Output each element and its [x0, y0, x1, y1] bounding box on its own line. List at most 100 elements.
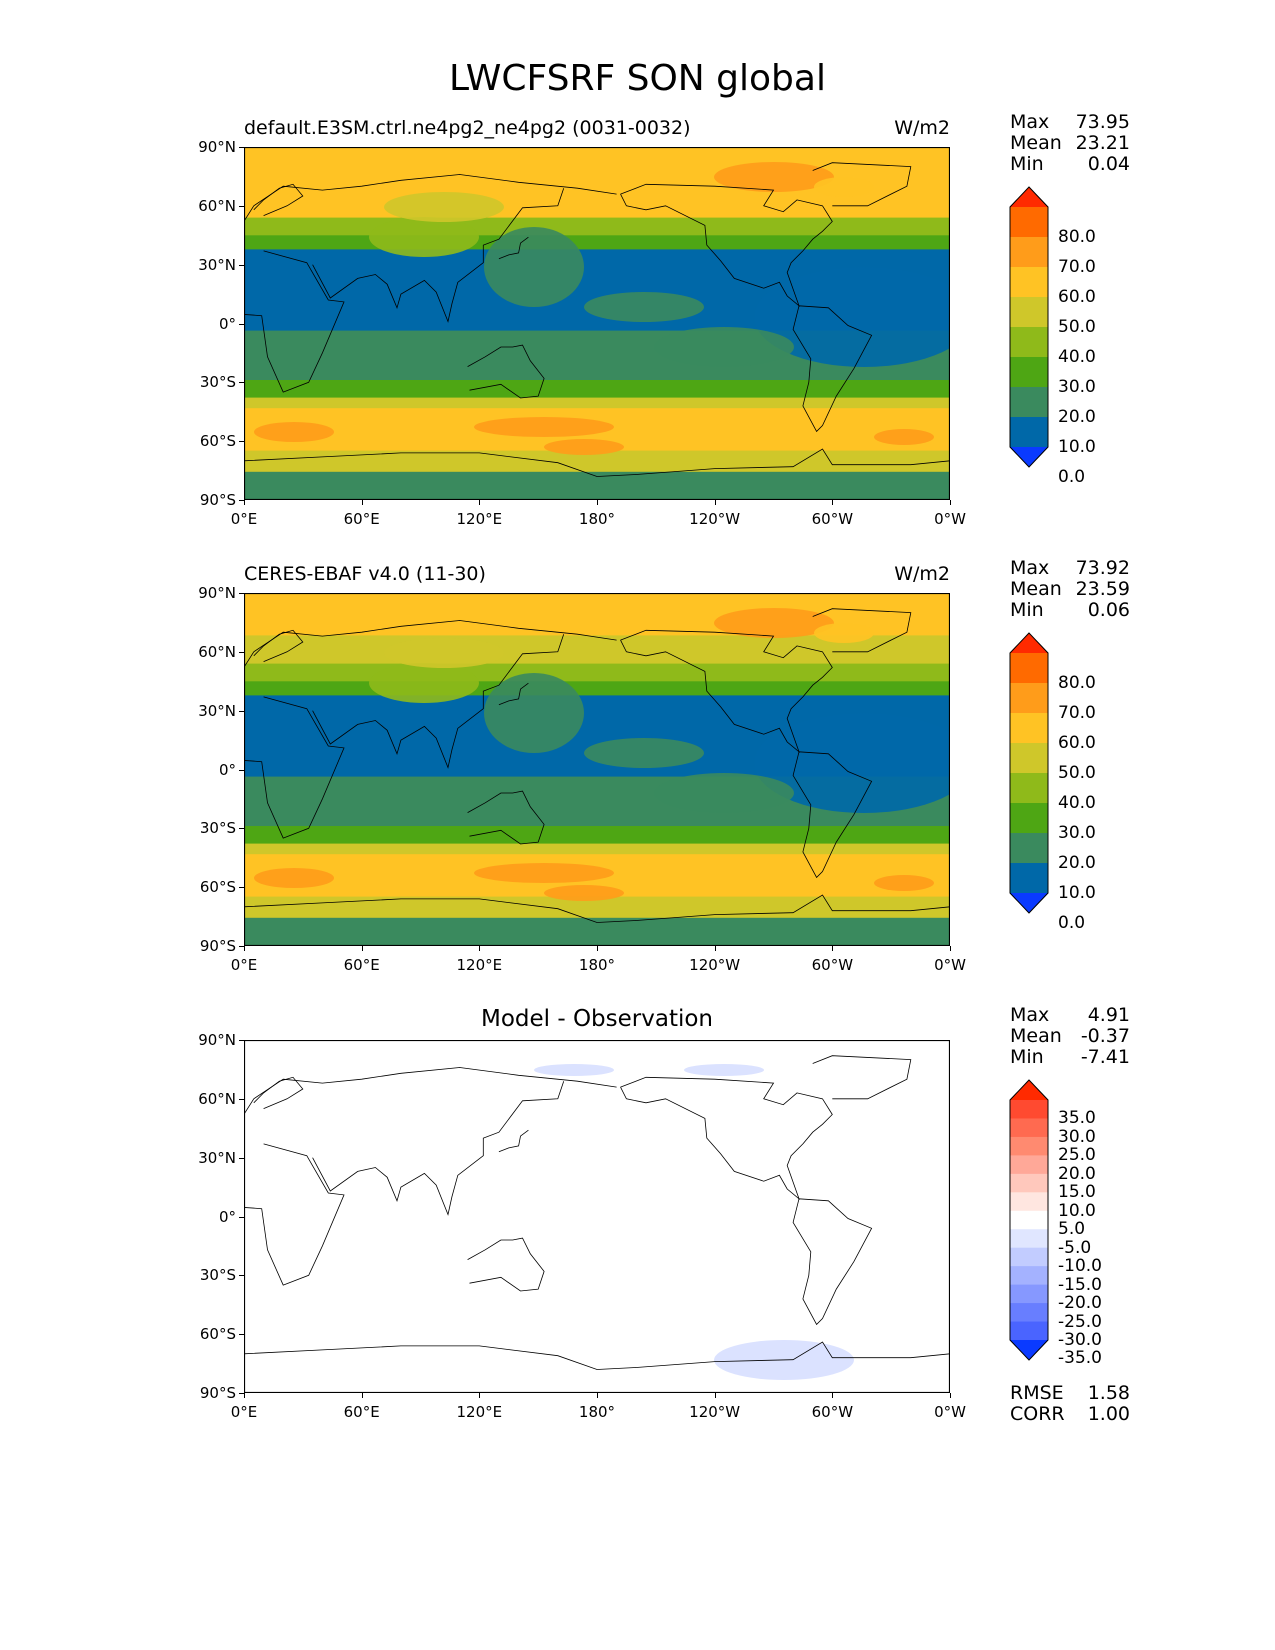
coastline: [244, 448, 950, 477]
lat-tick-mark: [239, 500, 244, 501]
lat-tick-mark: [239, 1157, 244, 1159]
colorbar-label: -15.0: [1058, 1274, 1102, 1295]
stat-value: 23.21: [1075, 132, 1130, 154]
coastline: [792, 751, 873, 879]
coastline: [253, 629, 304, 662]
colorbar-extend-top: [1010, 1080, 1048, 1100]
lat-tick-label: 30°S: [199, 819, 236, 838]
field-band: [244, 217, 950, 236]
lon-tick-mark: [832, 1393, 834, 1398]
lat-tick-mark: [239, 205, 244, 207]
lon-tick-label: 0°E: [230, 510, 258, 528]
lat-tick-label: 90°N: [198, 138, 236, 156]
lon-tick-label: 60°E: [343, 956, 380, 974]
field-region: [474, 863, 614, 883]
colorbar-label: 30.0: [1058, 823, 1096, 843]
lon-tick-mark: [832, 500, 834, 505]
colorbar-extend-bottom: [1010, 447, 1048, 467]
diff-region: [684, 1064, 764, 1076]
colorbar-outline: [1009, 186, 1049, 468]
map-frame: [244, 147, 950, 500]
diff-region: [534, 1064, 614, 1076]
lon-tick-label: 120°W: [689, 1403, 741, 1421]
field-band: [244, 397, 950, 409]
stat-label: Min: [1010, 1046, 1044, 1068]
coastline: [467, 344, 545, 399]
colorbar-label: 0.0: [1058, 913, 1086, 933]
field-region: [369, 217, 479, 257]
colorbar-label: 15.0: [1058, 1182, 1096, 1203]
coastline: [498, 236, 529, 260]
field-region: [754, 267, 950, 367]
colorbar-label: 10.0: [1058, 437, 1096, 457]
coastline: [498, 682, 529, 706]
stat-value: 1.00: [1087, 1403, 1130, 1425]
lat-tick-mark: [239, 323, 244, 325]
colorbar-label: 60.0: [1058, 287, 1096, 307]
lat-tick-mark: [239, 382, 244, 384]
lon-tick-mark: [832, 946, 834, 951]
field-region: [654, 773, 794, 813]
colorbar-swatch: [1010, 1118, 1048, 1138]
colorbar-swatch: [1010, 1303, 1048, 1322]
map-frame: [244, 1040, 950, 1393]
field-region: [814, 623, 874, 643]
field-region: [384, 638, 504, 668]
field-region: [484, 673, 584, 753]
panel-title-test: default.E3SM.ctrl.ne4pg2_ne4pg2 (0031-00…: [244, 117, 691, 139]
lat-tick-label: 30°N: [198, 701, 236, 720]
lat-tick-mark: [239, 1275, 244, 1277]
lon-tick-mark: [950, 1393, 951, 1398]
colorbar-swatch: [1010, 1284, 1048, 1304]
lon-tick-mark: [597, 946, 598, 951]
stat-value: 23.59: [1075, 578, 1130, 600]
coastline: [812, 608, 912, 653]
colorbar-swatch: [1010, 1210, 1048, 1230]
lon-tick-label: 0°W: [934, 510, 966, 528]
field-region: [254, 868, 334, 888]
coastline: [253, 1076, 304, 1109]
colorbar-swatch: [1010, 1100, 1048, 1119]
lat-tick-label: 0°: [218, 760, 236, 779]
field-band: [244, 593, 950, 615]
lat-tick-mark: [239, 1040, 244, 1041]
colorbar-swatch: [1010, 1136, 1048, 1156]
field-region: [584, 738, 704, 768]
colorbar-swatch: [1010, 863, 1048, 894]
colorbar-extend-top: [1010, 633, 1048, 653]
lat-tick-label: 60°N: [198, 642, 236, 661]
field-region: [544, 439, 624, 455]
colorbar-label: 30.0: [1058, 1126, 1096, 1147]
stat-label: Mean: [1010, 132, 1062, 154]
lat-tick-mark: [239, 769, 244, 771]
field-band: [244, 235, 950, 250]
lat-tick-mark: [239, 710, 244, 712]
stat-value: -7.41: [1080, 1046, 1130, 1068]
coastline: [244, 696, 345, 839]
colorbar-label: 20.0: [1058, 1163, 1096, 1184]
colorbar-label: 5.0: [1058, 1219, 1086, 1240]
coastline: [253, 183, 304, 216]
lon-tick-mark: [597, 1393, 598, 1398]
field-region: [544, 885, 624, 901]
lon-tick-mark: [361, 946, 363, 951]
lon-tick-label: 60°E: [343, 1403, 380, 1421]
lon-tick-label: 60°W: [811, 1403, 854, 1421]
lat-tick-label: 90°N: [198, 1031, 236, 1049]
lat-tick-label: 90°S: [199, 1384, 236, 1402]
stat-label: Mean: [1010, 578, 1062, 600]
lat-tick-mark: [239, 147, 244, 148]
colorbar-diff: [1009, 1079, 1049, 1361]
lon-tick-label: 60°W: [811, 510, 854, 528]
lon-tick-mark: [950, 946, 951, 951]
lat-tick-mark: [239, 651, 244, 653]
lon-tick-mark: [479, 946, 481, 951]
field-region: [584, 292, 704, 322]
field-band: [244, 147, 950, 169]
colorbar-label: 30.0: [1058, 377, 1096, 397]
colorbar-label: 25.0: [1058, 1145, 1096, 1166]
colorbar-label: 35.0: [1058, 1108, 1096, 1129]
lon-tick-label: 0°W: [934, 956, 966, 974]
colorbar-swatch: [1010, 297, 1048, 328]
colorbar-label: 70.0: [1058, 257, 1096, 277]
